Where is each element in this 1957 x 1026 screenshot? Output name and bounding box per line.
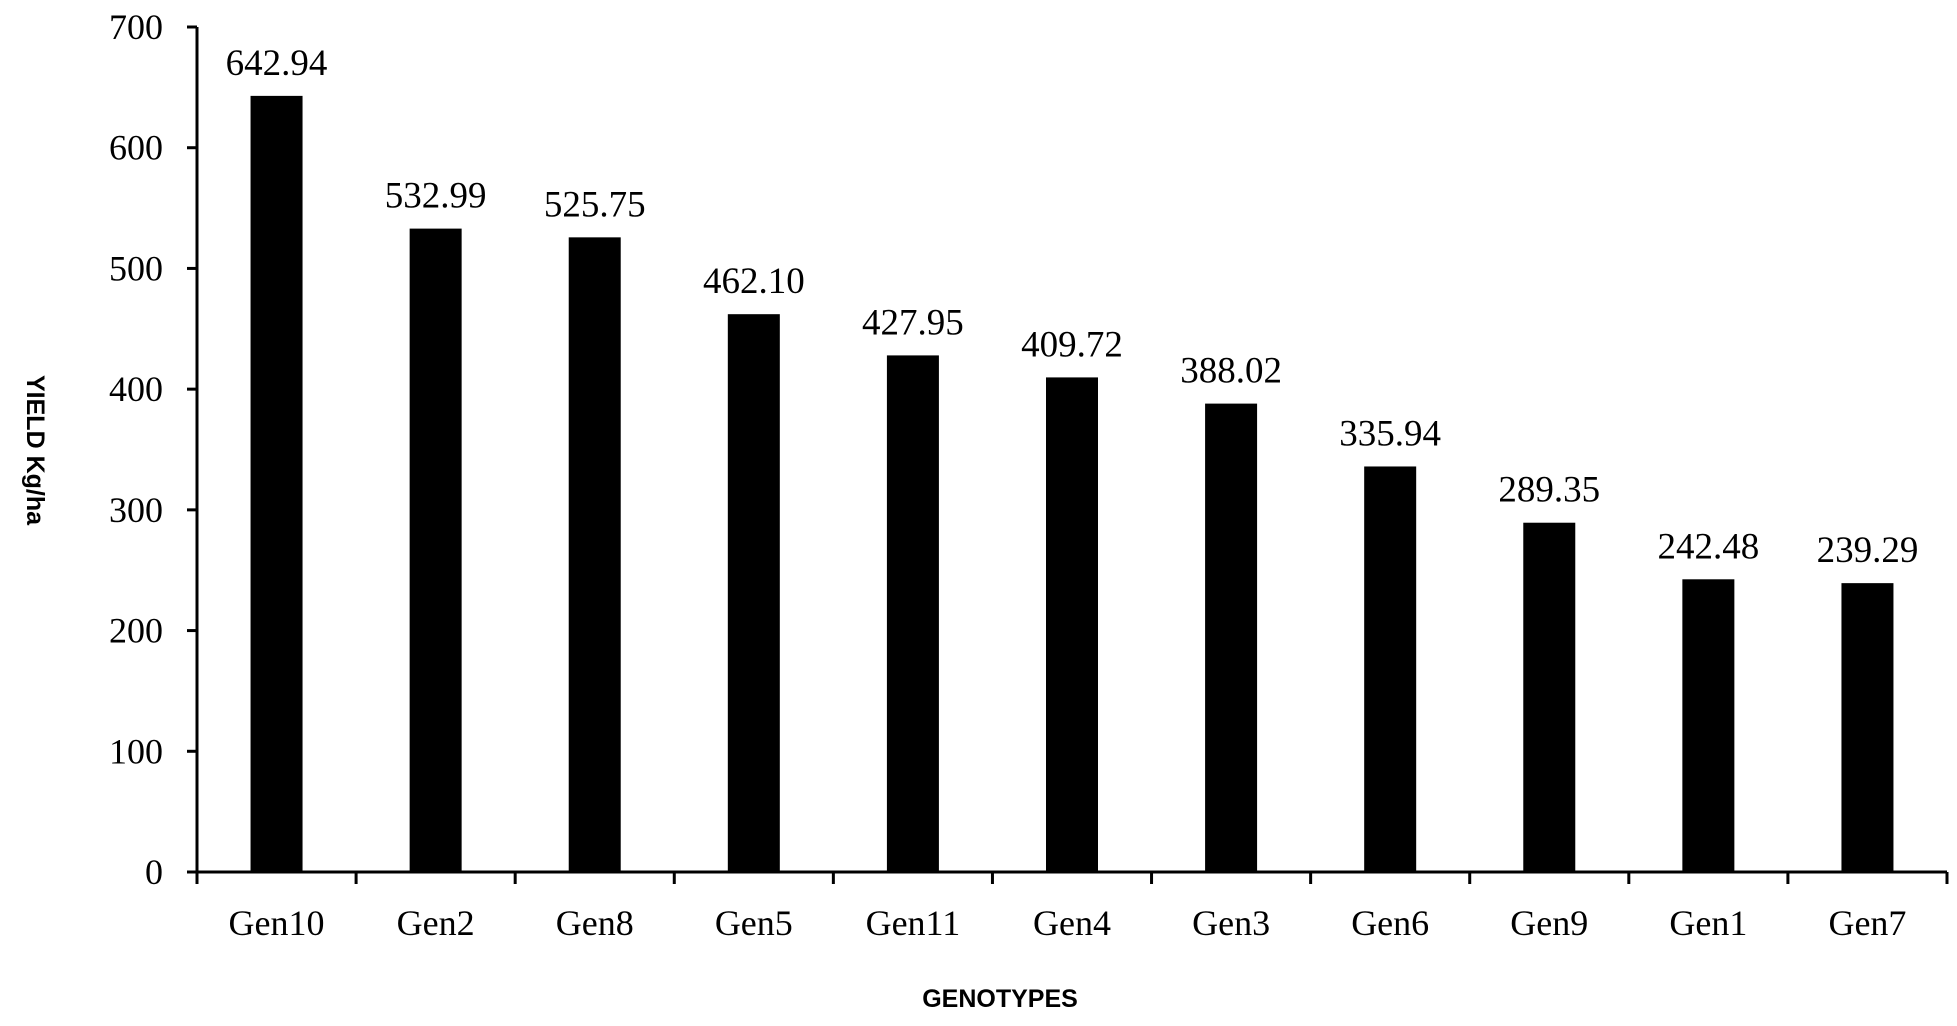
data-label: 239.29 — [1817, 530, 1919, 571]
y-tick-label: 700 — [109, 7, 163, 47]
x-axis-title: GENOTYPES — [922, 985, 1078, 1013]
bar — [1364, 466, 1417, 872]
data-label: 525.75 — [544, 184, 646, 225]
bar — [1205, 403, 1258, 872]
data-label: 427.95 — [862, 302, 964, 343]
x-tick-label: Gen2 — [397, 903, 475, 943]
x-tick-label: Gen1 — [1669, 903, 1747, 943]
data-label: 289.35 — [1498, 470, 1600, 511]
y-tick-label: 0 — [145, 852, 163, 892]
x-tick-label: Gen8 — [556, 903, 634, 943]
x-tick-label: Gen4 — [1033, 903, 1111, 943]
data-label: 532.99 — [385, 176, 487, 217]
data-label: 642.94 — [226, 43, 328, 84]
x-tick-label: Gen11 — [866, 903, 961, 943]
bar — [1682, 579, 1735, 872]
bar — [409, 228, 462, 873]
y-tick-label: 100 — [109, 731, 163, 771]
x-tick-label: Gen3 — [1192, 903, 1270, 943]
y-tick-label: 500 — [109, 248, 163, 288]
y-axis-title: YIELD Kg/ha — [21, 375, 49, 526]
y-tick-label: 600 — [109, 128, 163, 168]
data-label: 335.94 — [1339, 413, 1441, 454]
bar — [1841, 583, 1894, 872]
x-axis: Gen10 Gen2 Gen8 Gen5 Gen11 Gen4 Gen3 Gen6 Gen9 Ge… — [195, 870, 1949, 943]
data-label: 462.10 — [703, 261, 805, 302]
y-tick-label: 200 — [109, 611, 163, 651]
bar — [1046, 377, 1098, 872]
data-label: 409.72 — [1021, 324, 1123, 365]
y-tick-label: 400 — [109, 369, 163, 409]
data-label: 242.48 — [1657, 526, 1759, 567]
bar — [886, 355, 939, 873]
x-tick-label: Gen7 — [1828, 903, 1906, 943]
x-tick-label: Gen5 — [715, 903, 793, 943]
data-labels: 642.94 532.99 525.75 462.10 427.95 409.72 388.… — [226, 43, 1919, 571]
bar — [1523, 522, 1576, 872]
bar — [568, 237, 621, 872]
y-axis: 0 100 200 300 400 500 600 700 — [109, 7, 199, 892]
x-tick-label: Gen10 — [229, 903, 325, 943]
x-tick-label: Gen6 — [1351, 903, 1429, 943]
x-tick-label: Gen9 — [1510, 903, 1588, 943]
bars — [250, 95, 1894, 873]
bar — [727, 314, 780, 872]
data-label: 388.02 — [1180, 351, 1282, 392]
y-tick-label: 300 — [109, 490, 163, 530]
bar — [250, 95, 303, 872]
